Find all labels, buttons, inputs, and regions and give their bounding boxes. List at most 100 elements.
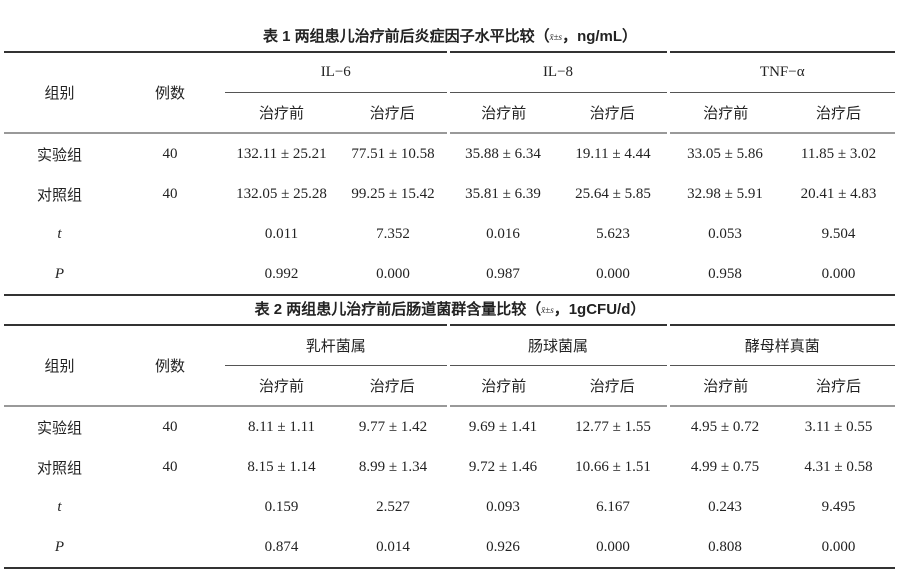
row-label: 实验组 (36, 420, 82, 437)
table-row: 对照组 40 132.05 ± 25.28 99.25 ± 15.42 35.81 ± … (4, 174, 895, 214)
table-cell: 33.05 ± 5.86 (687, 145, 763, 162)
row-label: t (57, 225, 62, 242)
row-n: 40 (162, 458, 178, 475)
table-cell: 0.958 (708, 265, 742, 282)
column-header-n: 例数 (154, 86, 185, 102)
table-row: P 0.874 0.014 0.926 0.000 0.808 0.000 (4, 527, 895, 568)
column-header-group: 组别 (44, 86, 75, 102)
table1-caption: 表 1 两组患儿治疗前后炎症因子水平比较（x̄±s，ng/mL） (0, 25, 900, 46)
table-cell: 0.000 (821, 538, 856, 555)
table-cell: 5.623 (596, 225, 630, 242)
header-row-groups: 组别 例数 IL−6 IL−8 TNF−α (4, 52, 895, 102)
table-row: t 0.011 7.352 0.016 5.623 0.053 9.504 (4, 214, 895, 254)
table-cell: 6.167 (596, 498, 630, 515)
table-cell: 12.77 ± 1.55 (575, 418, 651, 435)
table-cell: 9.72 ± 1.46 (468, 458, 538, 475)
header-row-sub: 治疗前 治疗后 治疗前 治疗后 治疗前 治疗后 (4, 365, 896, 406)
table-cell: 0.000 (821, 265, 856, 282)
table-cell: 8.99 ± 1.34 (358, 458, 428, 475)
table-cell: 10.66 ± 1.51 (575, 458, 651, 475)
table-cell: 9.504 (821, 225, 856, 242)
column-subheader: 治疗后 (782, 92, 895, 133)
table1-stat-notation: x̄±s (549, 32, 563, 43)
header-row-sub: 治疗前 治疗后 治疗前 治疗后 治疗前 治疗后 (4, 92, 895, 133)
table2-stat-notation: x̄±s (541, 305, 554, 316)
table1-title: 表 1 两组患儿治疗前后炎症因子水平比较（ (262, 28, 550, 45)
table-cell: 0.159 (264, 498, 299, 515)
row-n: 40 (162, 185, 178, 202)
table-cell: 0.093 (486, 498, 520, 515)
column-subheader: 治疗前 (666, 92, 782, 133)
column-group-header: 乳杆菌属 (225, 325, 449, 366)
column-group-header: 酵母样真菌 (666, 325, 896, 366)
row-n (115, 527, 225, 568)
table-cell: 9.495 (821, 498, 856, 515)
table-cell: 0.000 (376, 265, 410, 282)
column-group-header: IL−6 (225, 52, 448, 93)
column-subheader: 治疗后 (558, 92, 668, 133)
table2-title: 表 2 两组患儿治疗前后肠道菌群含量比较（ (254, 301, 542, 318)
table-cell: 77.51 ± 10.58 (351, 145, 435, 162)
table-cell: 9.77 ± 1.42 (358, 418, 428, 435)
table-cell: 0.000 (596, 538, 630, 555)
table-cell: 35.88 ± 6.34 (465, 145, 541, 162)
column-subheader: 治疗后 (338, 365, 449, 406)
row-n (115, 254, 225, 295)
column-subheader: 治疗前 (225, 365, 338, 406)
row-label: 对照组 (36, 460, 82, 477)
table-cell: 0.016 (486, 225, 520, 242)
table-cell: 0.926 (486, 538, 520, 555)
header-row-groups: 组别 例数 乳杆菌属 肠球菌属 酵母样真菌 (4, 325, 896, 375)
table-cell: 0.011 (264, 225, 299, 242)
table-cell: 8.15 ± 1.14 (247, 458, 316, 475)
column-subheader: 治疗前 (225, 92, 338, 133)
row-n (115, 214, 225, 254)
row-n: 40 (162, 145, 178, 162)
row-label: t (57, 498, 62, 515)
table2-caption: 表 2 两组患儿治疗前后肠道菌群含量比较（x̄±s，1gCFU/d） (0, 298, 900, 319)
table-cell: 2.527 (376, 498, 410, 515)
table-cell: 4.99 ± 0.75 (690, 458, 760, 475)
column-subheader: 治疗前 (666, 365, 783, 406)
table-cell: 0.053 (708, 225, 742, 242)
column-group-header: 肠球菌属 (446, 325, 669, 366)
table2: 组别 例数 乳杆菌属 肠球菌属 酵母样真菌 治疗前 治疗后 治疗前 治疗后 治疗前 治疗后 实验组 40… (4, 324, 896, 569)
column-subheader: 治疗后 (558, 365, 669, 406)
row-label: 对照组 (36, 187, 82, 204)
table-row: t 0.159 2.527 0.093 6.167 0.243 9.495 (4, 487, 895, 527)
table-cell: 19.11 ± 4.44 (575, 145, 651, 162)
row-n: 40 (162, 418, 178, 435)
column-subheader: 治疗后 (338, 92, 448, 133)
row-label: P (54, 538, 65, 555)
table-cell: 0.992 (264, 265, 299, 282)
table-cell: 0.808 (708, 538, 742, 555)
table-cell: 32.98 ± 5.91 (687, 185, 763, 202)
table-row: P 0.992 0.000 0.987 0.000 0.958 0.000 (4, 254, 895, 295)
table-cell: 132.05 ± 25.28 (236, 185, 327, 202)
table-row: 对照组 40 8.15 ± 1.14 8.99 ± 1.34 9.72 ± 1.46 10… (4, 447, 895, 487)
column-subheader: 治疗前 (446, 365, 559, 406)
table-row: 实验组 40 8.11 ± 1.11 9.77 ± 1.42 9.69 ± 1.41 12… (4, 406, 895, 447)
table2-unit: ，1gCFU/d） (553, 301, 646, 318)
table-cell: 35.81 ± 6.39 (465, 185, 541, 202)
table-cell: 7.352 (376, 225, 410, 242)
row-n (115, 487, 225, 527)
column-subheader: 治疗后 (782, 365, 896, 406)
column-group-header: IL−8 (446, 52, 668, 93)
table-cell: 4.31 ± 0.58 (804, 458, 873, 475)
column-group-header: TNF−α (666, 52, 895, 93)
table-cell: 20.41 ± 4.83 (800, 185, 877, 202)
row-label: P (54, 265, 65, 282)
table-cell: 0.987 (486, 265, 520, 282)
table-cell: 4.95 ± 0.72 (690, 418, 760, 435)
table1: 组别 例数 IL−6 IL−8 TNF−α 治疗前 治疗后 治疗前 治疗后 治疗前 治疗后实验组 40… (4, 51, 895, 296)
row-label: 实验组 (36, 147, 82, 164)
table1-unit: ，ng/mL） (562, 28, 638, 45)
table-cell: 0.014 (376, 538, 410, 555)
table-cell: 0.000 (596, 265, 630, 282)
table-cell: 132.11 ± 25.21 (236, 145, 327, 162)
table-cell: 99.25 ± 15.42 (351, 185, 435, 202)
table-cell: 0.874 (264, 538, 299, 555)
table-cell: 0.243 (708, 498, 742, 515)
column-header-n: 例数 (154, 359, 185, 375)
